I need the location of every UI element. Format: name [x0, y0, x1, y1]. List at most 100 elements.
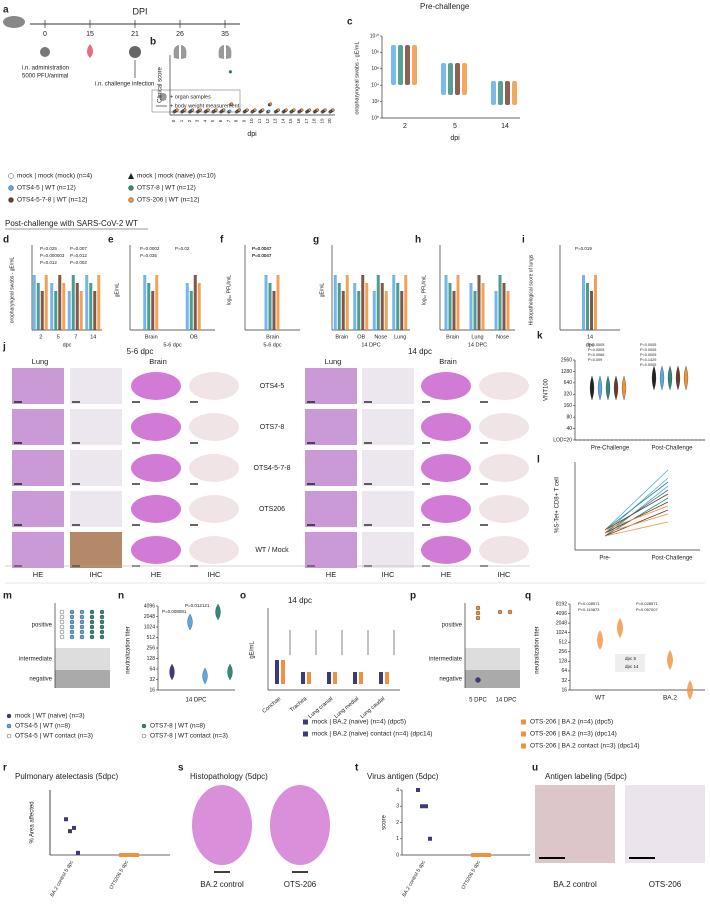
histology-image: [362, 450, 414, 486]
panel-letter: m: [3, 591, 12, 602]
marker: [261, 108, 265, 112]
y-tick-label: 16: [561, 687, 567, 693]
violin: [89, 283, 93, 330]
violin: [380, 283, 384, 330]
marker: [8, 173, 14, 179]
histology-image: [362, 532, 414, 568]
violin: [359, 672, 363, 684]
panel-letter: f: [220, 235, 224, 246]
rule: [604, 513, 669, 534]
panel-letter: c: [347, 17, 353, 28]
violin: [337, 283, 341, 330]
histology-image: [421, 536, 471, 564]
marker: [89, 614, 95, 620]
marker: [308, 108, 312, 112]
marker: [521, 719, 526, 725]
violin: [341, 291, 345, 330]
label: mock | WT (naive) (n=3): [15, 713, 85, 720]
panel-letter: n: [118, 591, 124, 602]
label: OTS-206 | WT (n=12): [137, 197, 199, 204]
label: P=0.0047: [252, 246, 272, 251]
violin: [621, 375, 627, 401]
histology-image: [189, 372, 239, 400]
label: dpc: [63, 342, 72, 348]
marker: [89, 629, 95, 635]
marker: [497, 609, 503, 615]
label: OTS4-5-7-8: [254, 465, 291, 472]
violin: [62, 283, 66, 330]
label: Brain: [145, 334, 158, 340]
label: IHC: [382, 570, 396, 579]
panel-letter: r: [3, 763, 7, 774]
rule: [604, 509, 669, 537]
histology-image: [479, 536, 529, 564]
marker: [99, 624, 105, 630]
label: HE: [33, 570, 43, 579]
label: intermediate: [429, 657, 463, 663]
violin: [613, 375, 619, 401]
label: P=0.009: [588, 358, 602, 362]
label: Lung: [32, 357, 49, 366]
label: P=0.0066: [588, 353, 604, 357]
label: P=0.1429: [640, 358, 656, 362]
label: 12: [265, 118, 270, 124]
violin: [327, 672, 331, 684]
panel-letter: j: [2, 342, 6, 353]
histology-image: [131, 454, 181, 482]
violin: [202, 667, 208, 685]
violin: [667, 365, 673, 391]
label: Trachea: [289, 695, 309, 713]
marker: [59, 614, 65, 620]
y-tick-label: 1024: [556, 630, 567, 636]
marker: [300, 108, 304, 112]
marker: [475, 610, 481, 616]
y-tick-label: 64: [561, 668, 567, 674]
label: OTS4-5 | WT (n=12): [17, 185, 76, 192]
label: + organ samples: [170, 94, 211, 100]
label: 13: [273, 118, 278, 124]
violin: [151, 291, 155, 330]
label: 35: [221, 31, 229, 38]
label: P=0.0005: [640, 363, 656, 367]
label: 14: [280, 118, 285, 124]
label: P=0.012: [40, 260, 57, 265]
histology-image: [362, 491, 414, 527]
label: 2: [403, 123, 407, 130]
marker: [69, 634, 75, 640]
y-tick-label: 10⁸: [371, 50, 379, 56]
violin: [333, 672, 337, 684]
violin: [392, 275, 396, 330]
label: Histopathology (5dpc): [190, 772, 268, 781]
y-tick-label: 256: [559, 649, 568, 655]
icon: [129, 46, 141, 58]
label: 5-6 dpc: [127, 347, 154, 356]
marker: [89, 619, 95, 625]
histology-image: [70, 491, 122, 527]
histology-image: [131, 372, 181, 400]
marker: [89, 624, 95, 630]
marker: [276, 108, 280, 112]
marker: [198, 108, 202, 112]
marker: [79, 619, 85, 625]
violin: [590, 291, 593, 330]
violin: [462, 63, 467, 95]
violin: [143, 275, 147, 330]
violin: [473, 291, 477, 330]
label: Nose: [374, 334, 387, 340]
label: Brain: [439, 357, 457, 366]
violin: [155, 275, 159, 330]
violin: [215, 603, 221, 621]
y-tick-label: 80: [566, 414, 572, 420]
violin: [275, 660, 279, 684]
histology-image: [12, 532, 64, 568]
panel-letter: k: [537, 331, 543, 342]
marker: [128, 185, 134, 191]
label: P=0.02: [175, 246, 190, 251]
y-tick-label: 10⁴: [371, 83, 379, 89]
violin: [264, 275, 268, 330]
y-tick-label: 1: [396, 836, 399, 842]
label: 0: [43, 31, 47, 38]
band: [465, 670, 520, 688]
y-tick-label: 128: [559, 659, 568, 665]
histology-image: [421, 454, 471, 482]
